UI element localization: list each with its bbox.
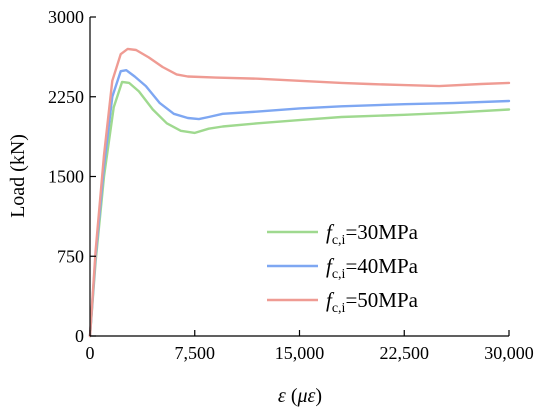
ticks-layer: 0 7,500 15,000 22,500 30,000 0 750 1500 2250 3000 — [48, 7, 534, 363]
x-tick-label: 22,500 — [380, 343, 430, 363]
y-tick-label: 3000 — [48, 7, 84, 27]
y-tick-label: 0 — [75, 326, 84, 346]
axes-layer — [89, 17, 509, 337]
legend-label-3: fc,i=50MPa — [326, 288, 419, 316]
legend-label-2: fc,i=40MPa — [326, 254, 419, 282]
legend: fc,i=30MPa fc,i=40MPa fc,i=50MPa — [267, 220, 419, 316]
legend-label-1: fc,i=30MPa — [326, 220, 419, 248]
y-axis-title: Load (kN) — [7, 134, 29, 218]
x-tick-label: 0 — [86, 343, 95, 363]
series-line-2 — [88, 68, 511, 338]
series-layer — [88, 47, 511, 338]
y-tick-label: 750 — [57, 246, 84, 266]
series-line-3 — [88, 47, 511, 338]
y-tick-label: 1500 — [48, 167, 84, 187]
x-tick-label: 15,000 — [275, 343, 325, 363]
y-tick-label: 2250 — [48, 87, 84, 107]
x-axis-title: ε (με) — [278, 385, 322, 407]
series-line-1 — [88, 80, 511, 338]
x-tick-label: 7,500 — [175, 343, 216, 363]
x-tick-label: 30,000 — [484, 343, 534, 363]
